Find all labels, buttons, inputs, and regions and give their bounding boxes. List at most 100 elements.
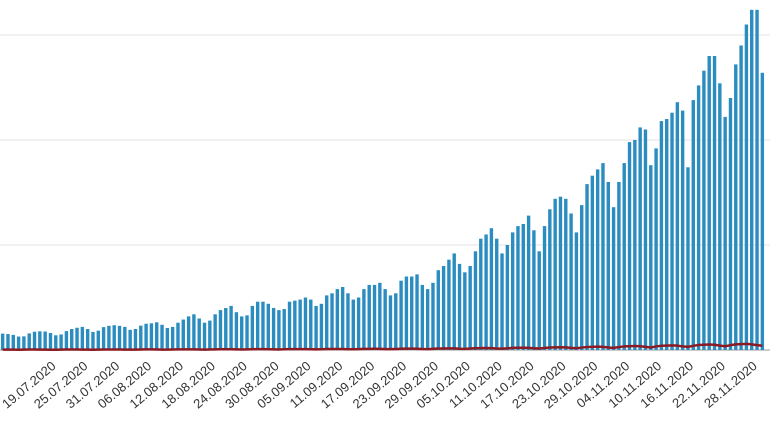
- bar: [601, 163, 605, 350]
- bar: [404, 276, 409, 350]
- bar: [734, 64, 738, 351]
- bar: [160, 324, 164, 350]
- bar: [553, 198, 557, 350]
- bar: [245, 315, 249, 350]
- bar: [229, 305, 233, 350]
- bar: [144, 323, 148, 350]
- bar: [633, 140, 637, 350]
- bar: [447, 259, 451, 350]
- bar: [702, 70, 706, 350]
- bar: [351, 299, 355, 350]
- bar: [107, 325, 111, 350]
- bar: [680, 110, 685, 350]
- bar: [59, 334, 63, 350]
- bar: [255, 301, 260, 350]
- bar: [500, 253, 504, 350]
- bar: [250, 305, 255, 350]
- bar: [335, 289, 340, 350]
- bar: [6, 334, 10, 350]
- bar: [133, 329, 138, 350]
- bar: [346, 293, 350, 350]
- bar: [473, 251, 478, 350]
- bar: [383, 289, 387, 350]
- bar: [585, 184, 589, 350]
- bar: [192, 314, 196, 350]
- bar: [80, 326, 85, 350]
- bar: [760, 72, 765, 350]
- bar: [654, 148, 658, 350]
- bar: [38, 331, 42, 350]
- bar: [622, 163, 626, 350]
- bar: [54, 335, 58, 350]
- bars: [0, 9, 765, 351]
- bar: [723, 116, 727, 350]
- bar: [11, 334, 15, 350]
- bar: [48, 332, 53, 350]
- bar: [463, 272, 467, 350]
- bar: [420, 284, 425, 350]
- bar: [665, 119, 669, 350]
- bar: [165, 327, 170, 350]
- bar: [112, 325, 116, 350]
- bar: [691, 100, 695, 350]
- x-axis-labels: 19.07.202025.07.202031.07.202006.08.2020…: [0, 358, 760, 411]
- bar: [696, 85, 701, 351]
- bar: [75, 327, 79, 350]
- bar: [213, 314, 217, 350]
- bar: [149, 323, 154, 350]
- bar: [372, 284, 377, 350]
- bar: [266, 303, 270, 350]
- bar: [611, 207, 616, 350]
- bar: [441, 266, 446, 350]
- bar: [208, 320, 212, 350]
- bar: [537, 251, 541, 350]
- bar: [85, 329, 90, 350]
- bar: [436, 270, 440, 350]
- bar: [330, 293, 334, 350]
- bar: [686, 167, 690, 350]
- bar: [643, 129, 648, 350]
- bar: [43, 331, 47, 350]
- bar: [325, 295, 329, 350]
- bar: [277, 310, 281, 350]
- bar: [425, 289, 430, 350]
- bar: [569, 213, 573, 350]
- bar: [176, 322, 180, 350]
- bar: [558, 196, 563, 350]
- bar: [521, 224, 525, 350]
- bar: [367, 284, 371, 350]
- bar: [755, 9, 759, 351]
- bar: [314, 305, 318, 350]
- bar: [202, 322, 207, 350]
- bar: [638, 127, 642, 350]
- bar: [489, 228, 494, 350]
- bar: [340, 287, 345, 350]
- bar: [282, 309, 286, 350]
- bar: [170, 326, 175, 350]
- bar: [139, 325, 143, 350]
- bar: [293, 300, 297, 350]
- bar: [319, 303, 324, 350]
- bar: [70, 329, 74, 350]
- bar: [712, 56, 717, 350]
- bar: [744, 24, 749, 351]
- bar: [91, 331, 95, 350]
- bar: [510, 232, 515, 350]
- line: [2, 342, 763, 351]
- bar: [298, 299, 302, 350]
- bar: [542, 226, 547, 350]
- bar: [580, 205, 584, 350]
- bar: [548, 209, 552, 350]
- bar: [234, 312, 239, 350]
- bar: [564, 198, 568, 350]
- bar: [181, 319, 185, 350]
- bar: [452, 253, 456, 350]
- bar: [728, 98, 733, 351]
- bar: [670, 112, 674, 350]
- bar: [675, 102, 680, 350]
- lines: [2, 342, 763, 351]
- bar: [378, 282, 382, 350]
- bar: [532, 230, 536, 350]
- bar: [649, 165, 653, 350]
- bar: [457, 263, 462, 350]
